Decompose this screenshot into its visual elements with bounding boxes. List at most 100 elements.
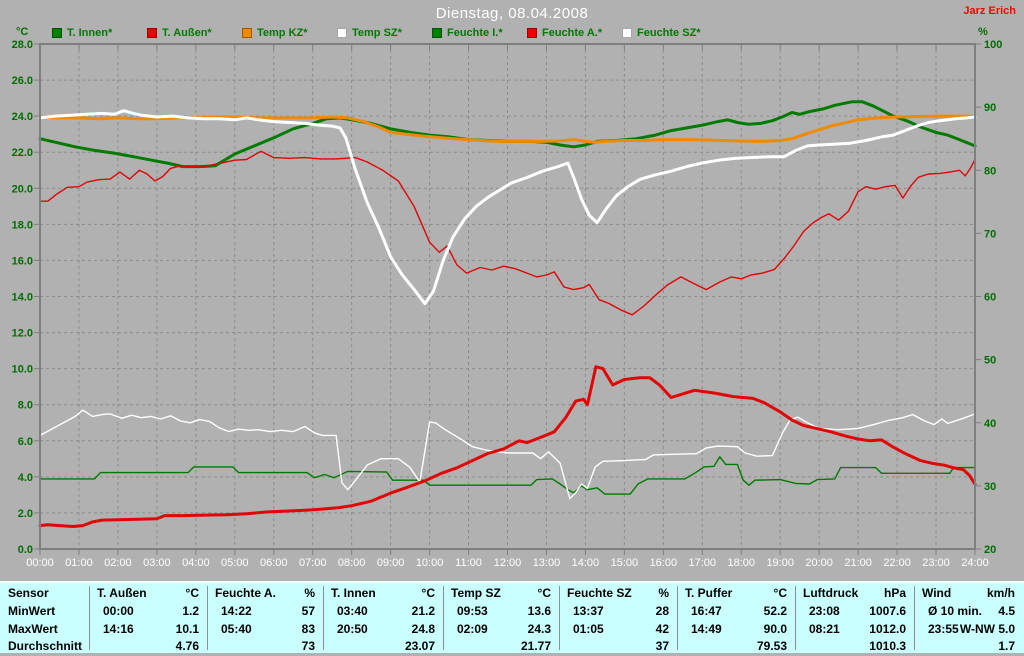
x-axis-tick-label: 06:00 <box>260 557 288 569</box>
table-min-value-temp-sz: 13.6 <box>527 604 551 618</box>
table-row-label-minwert: MinWert <box>8 604 56 618</box>
legend-label: T. Außen* <box>162 27 212 39</box>
table-min-time-feuchte-a: 14:22 <box>221 604 252 618</box>
table-column-separator <box>795 586 796 650</box>
right-axis-tick-label: 70 <box>984 228 996 240</box>
legend-label: T. Innen* <box>67 27 113 39</box>
left-axis-tick-label: 2.0 <box>18 508 33 520</box>
x-axis-tick-label: 23:00 <box>922 557 950 569</box>
table-avg-value-feuchte-a: 73 <box>301 639 315 653</box>
table-column-separator <box>207 586 208 650</box>
table-max-value-t-innen: 24.8 <box>411 622 435 636</box>
legend-label: Temp SZ* <box>352 27 402 39</box>
table-unit-temp-sz: °C <box>537 586 551 600</box>
right-axis-tick-label: 100 <box>984 39 1002 51</box>
legend-swatch-feuchte-i <box>432 28 442 38</box>
table-min-time-t-innen: 03:40 <box>337 604 368 618</box>
legend-swatch-temp-sz <box>337 28 347 38</box>
series-t-innen-line <box>38 100 977 169</box>
legend-item-feuchte-a: Feuchte A.* <box>527 27 602 39</box>
legend-label: Feuchte A.* <box>542 27 603 39</box>
table-min-value-t-innen: 21.2 <box>411 604 435 618</box>
table-avg-value-temp-sz: 21.77 <box>520 639 551 653</box>
x-axis-tick-label: 11:00 <box>455 557 482 569</box>
x-axis-tick-label: 01:00 <box>65 557 93 569</box>
table-min-value-t-puffer: 52.2 <box>763 604 787 618</box>
axis-tick-labels: 0.0 2.0 4.0 6.0 8.0 10.0 12.0 14.0 16.0 18.0 20.0 2… <box>12 39 1003 569</box>
date-title: Dienstag, 08.04.2008 <box>435 5 589 22</box>
legend-label: Feuchte SZ* <box>637 27 701 39</box>
left-axis-tick-label: 14.0 <box>12 292 33 304</box>
table-column-separator <box>443 586 444 650</box>
gridlines <box>40 44 975 549</box>
table-column-separator <box>677 586 678 650</box>
table-max-value-feuchte-sz: 42 <box>655 622 669 636</box>
table-min-time-t-au-en: 00:00 <box>103 604 134 618</box>
table-header-t-innen: T. Innen <box>331 586 376 600</box>
series-temp-sz-line <box>38 109 977 306</box>
table-max-time-luftdruck: 08:21 <box>809 622 840 636</box>
x-axis-tick-label: 18:00 <box>727 557 755 569</box>
table-unit-feuchte-sz: % <box>658 586 669 600</box>
table-min-value-t-au-en: 1.2 <box>182 604 199 618</box>
table-min-time-t-puffer: 16:47 <box>691 604 722 618</box>
table-max-time-feuchte-sz: 01:05 <box>573 622 604 636</box>
chart-canvas: 0.0 2.0 4.0 6.0 8.0 10.0 12.0 14.0 16.0 18.0 20.0 2… <box>12 39 1003 569</box>
table-avg-value-luftdruck: 1010.3 <box>869 639 906 653</box>
table-max-time-wind: 23:55 <box>928 622 959 636</box>
x-axis-tick-label: 02:00 <box>104 557 132 569</box>
left-axis-tick-label: 10.0 <box>12 364 33 376</box>
table-column-separator <box>914 586 915 650</box>
plot-border-and-ticks <box>34 43 981 555</box>
legend-item-feuchte-sz: Feuchte SZ* <box>622 27 701 39</box>
table-min-time-wind: Ø 10 min. <box>928 604 983 618</box>
right-axis-tick-label: 20 <box>984 544 996 556</box>
x-axis-tick-label: 13:00 <box>533 557 561 569</box>
table-column-separator <box>559 586 560 650</box>
legend-swatch-t-au-en <box>147 28 157 38</box>
left-axis-tick-label: 8.0 <box>18 400 33 412</box>
table-max-time-temp-sz: 02:09 <box>457 622 488 636</box>
table-max-time-t-au-en: 14:16 <box>103 622 134 636</box>
legend-label: Temp KZ* <box>257 27 308 39</box>
table-max-value-wind: W-NW 5.0 <box>959 622 1015 636</box>
x-axis-tick-label: 19:00 <box>766 557 794 569</box>
left-axis-tick-label: 20.0 <box>12 183 33 195</box>
table-unit-t-innen: °C <box>421 586 435 600</box>
legend-swatch-temp-kz <box>242 28 252 38</box>
table-unit-luftdruck: hPa <box>883 586 906 600</box>
left-axis-tick-label: 12.0 <box>12 328 33 340</box>
right-axis-tick-label: 40 <box>984 418 996 430</box>
left-axis-tick-label: 28.0 <box>12 39 33 51</box>
x-axis-tick-label: 15:00 <box>611 557 639 569</box>
right-axis-tick-label: 60 <box>984 292 996 304</box>
x-axis-tick-label: 12:00 <box>494 557 522 569</box>
table-avg-value-t-innen: 23.07 <box>404 639 435 653</box>
table-max-time-feuchte-a: 05:40 <box>221 622 252 636</box>
left-axis-tick-label: 26.0 <box>12 75 33 87</box>
left-axis-tick-label: 0.0 <box>18 544 33 556</box>
legend-item-temp-sz: Temp SZ* <box>337 27 402 39</box>
series-t-au-en-line <box>38 365 977 528</box>
table-max-value-temp-sz: 24.3 <box>527 622 551 636</box>
table-max-value-luftdruck: 1012.0 <box>869 622 906 636</box>
right-axis-tick-label: 90 <box>984 102 996 114</box>
table-unit-t-au-en: °C <box>185 586 199 600</box>
right-axis-tick-label: 50 <box>984 355 996 367</box>
legend-item-t-innen: T. Innen* <box>52 27 112 39</box>
statistics-table: Sensor MinWert MaxWert Durchschnitt T. Außen… <box>0 581 1024 653</box>
table-row-label-maxwert: MaxWert <box>8 622 58 636</box>
x-axis-tick-label: 00:00 <box>26 557 54 569</box>
table-max-value-feuchte-a: 83 <box>301 622 315 636</box>
table-min-value-feuchte-sz: 28 <box>655 604 669 618</box>
table-min-time-temp-sz: 09:53 <box>457 604 488 618</box>
x-axis-tick-label: 03:00 <box>143 557 171 569</box>
series-temp-kz-line <box>38 114 977 144</box>
table-max-time-t-innen: 20:50 <box>337 622 368 636</box>
left-axis-unit-label: °C <box>16 26 29 38</box>
table-column-separator <box>89 586 90 650</box>
table-max-value-t-puffer: 90.0 <box>763 622 787 636</box>
x-axis-tick-label: 17:00 <box>689 557 717 569</box>
series-feuchte-sz-line <box>39 409 976 500</box>
